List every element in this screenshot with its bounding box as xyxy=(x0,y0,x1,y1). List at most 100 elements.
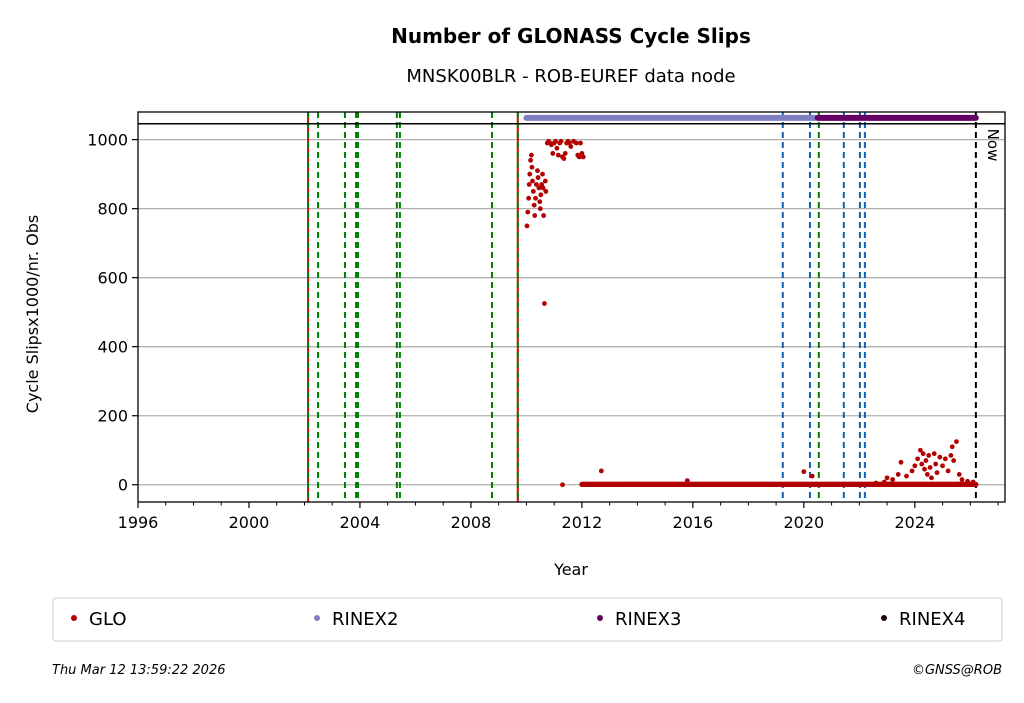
data-point xyxy=(526,182,532,187)
footer-copyright: ©GNSS@ROB xyxy=(912,663,1002,678)
data-point xyxy=(529,164,535,170)
data-point xyxy=(530,178,535,184)
y-tick-label: 400 xyxy=(97,338,128,357)
chart-title: Number of GLONASS Cycle Slips xyxy=(391,24,751,48)
data-point xyxy=(949,444,955,450)
data-point xyxy=(535,168,540,174)
x-axis-label: Year xyxy=(553,560,588,579)
legend-marker-rinex4 xyxy=(881,615,887,621)
data-point xyxy=(529,152,534,158)
data-point xyxy=(884,475,890,481)
y-tick-label: 600 xyxy=(97,269,128,288)
now-label: Now xyxy=(984,129,1002,162)
legend-label-rinex3: RINEX3 xyxy=(615,609,681,630)
data-point xyxy=(558,138,564,144)
data-point xyxy=(540,185,546,191)
data-point xyxy=(554,145,560,151)
data-point xyxy=(536,185,542,191)
x-tick-label: 2020 xyxy=(783,513,824,532)
data-point xyxy=(933,461,939,467)
data-point xyxy=(927,465,933,470)
data-point xyxy=(573,140,579,146)
data-point xyxy=(959,477,965,482)
legend-marker-rinex2 xyxy=(314,615,320,621)
data-point xyxy=(578,140,583,146)
data-point xyxy=(542,178,548,184)
x-tick-label: 1996 xyxy=(118,513,159,532)
y-tick-label: 200 xyxy=(97,407,128,426)
data-point xyxy=(580,154,586,160)
data-point xyxy=(942,456,948,462)
data-point xyxy=(537,199,543,205)
data-point xyxy=(542,301,547,306)
data-point xyxy=(970,479,976,485)
x-tick-label: 2008 xyxy=(451,513,492,532)
data-point xyxy=(931,451,937,457)
data-point xyxy=(598,468,604,474)
data-point xyxy=(934,470,940,476)
chart-subtitle: MNSK00BLR - ROB-EUREF data node xyxy=(406,66,735,87)
data-point xyxy=(919,461,925,467)
legend-marker-glo xyxy=(71,615,77,621)
data-point xyxy=(568,144,574,149)
data-point xyxy=(881,479,887,485)
data-point xyxy=(550,151,556,156)
legend-label-rinex4: RINEX4 xyxy=(899,609,965,630)
data-point xyxy=(526,195,532,201)
data-point xyxy=(956,471,962,477)
data-point xyxy=(912,463,918,469)
data-point xyxy=(531,202,537,208)
data-point xyxy=(945,468,951,474)
data-point xyxy=(929,475,934,481)
y-tick-label: 0 xyxy=(118,476,128,495)
data-point xyxy=(915,456,921,462)
data-point xyxy=(534,182,539,187)
data-point xyxy=(525,209,531,215)
data-point xyxy=(543,188,549,194)
data-point xyxy=(527,171,533,177)
data-point xyxy=(917,447,923,453)
plot-area: Now 1996 2000 2004 2008 2012 2016 2020 2024 0 200 4… xyxy=(87,111,1006,532)
data-point xyxy=(533,195,538,201)
data-point xyxy=(873,480,879,486)
data-point xyxy=(954,439,959,445)
data-point xyxy=(541,213,547,218)
data-point xyxy=(898,459,904,465)
x-tick-label: 2004 xyxy=(340,513,381,532)
legend: GLO RINEX2 RINEX3 RINEX4 xyxy=(52,597,1003,642)
data-point xyxy=(524,223,530,229)
data-point xyxy=(895,471,901,477)
data-point xyxy=(561,156,567,161)
data-point xyxy=(801,469,807,475)
data-point xyxy=(937,454,943,460)
data-point xyxy=(904,473,909,479)
data-point xyxy=(951,458,957,463)
legend-marker-rinex3 xyxy=(597,615,603,621)
data-point xyxy=(684,478,690,484)
data-point xyxy=(553,138,558,144)
data-point xyxy=(923,458,929,463)
x-tick-label: 2000 xyxy=(229,513,270,532)
x-tick-label: 2024 xyxy=(894,513,935,532)
data-point xyxy=(540,171,545,177)
data-point xyxy=(530,188,536,194)
data-point xyxy=(809,473,815,479)
y-tick-label: 800 xyxy=(97,200,128,219)
data-point xyxy=(926,453,932,458)
data-point xyxy=(965,478,970,484)
x-tick-label: 2012 xyxy=(562,513,603,532)
data-point xyxy=(528,157,533,163)
data-point xyxy=(535,175,541,180)
data-point xyxy=(909,468,915,474)
data-point xyxy=(948,453,954,458)
y-tick-label: 1000 xyxy=(87,131,128,150)
data-point xyxy=(922,466,927,472)
data-point xyxy=(562,151,568,156)
data-point xyxy=(920,451,926,457)
legend-label-glo: GLO xyxy=(89,609,127,630)
footer-timestamp: Thu Mar 12 13:59:22 2026 xyxy=(52,663,226,678)
data-point xyxy=(538,192,544,198)
data-point xyxy=(890,477,896,482)
data-point xyxy=(560,482,565,488)
